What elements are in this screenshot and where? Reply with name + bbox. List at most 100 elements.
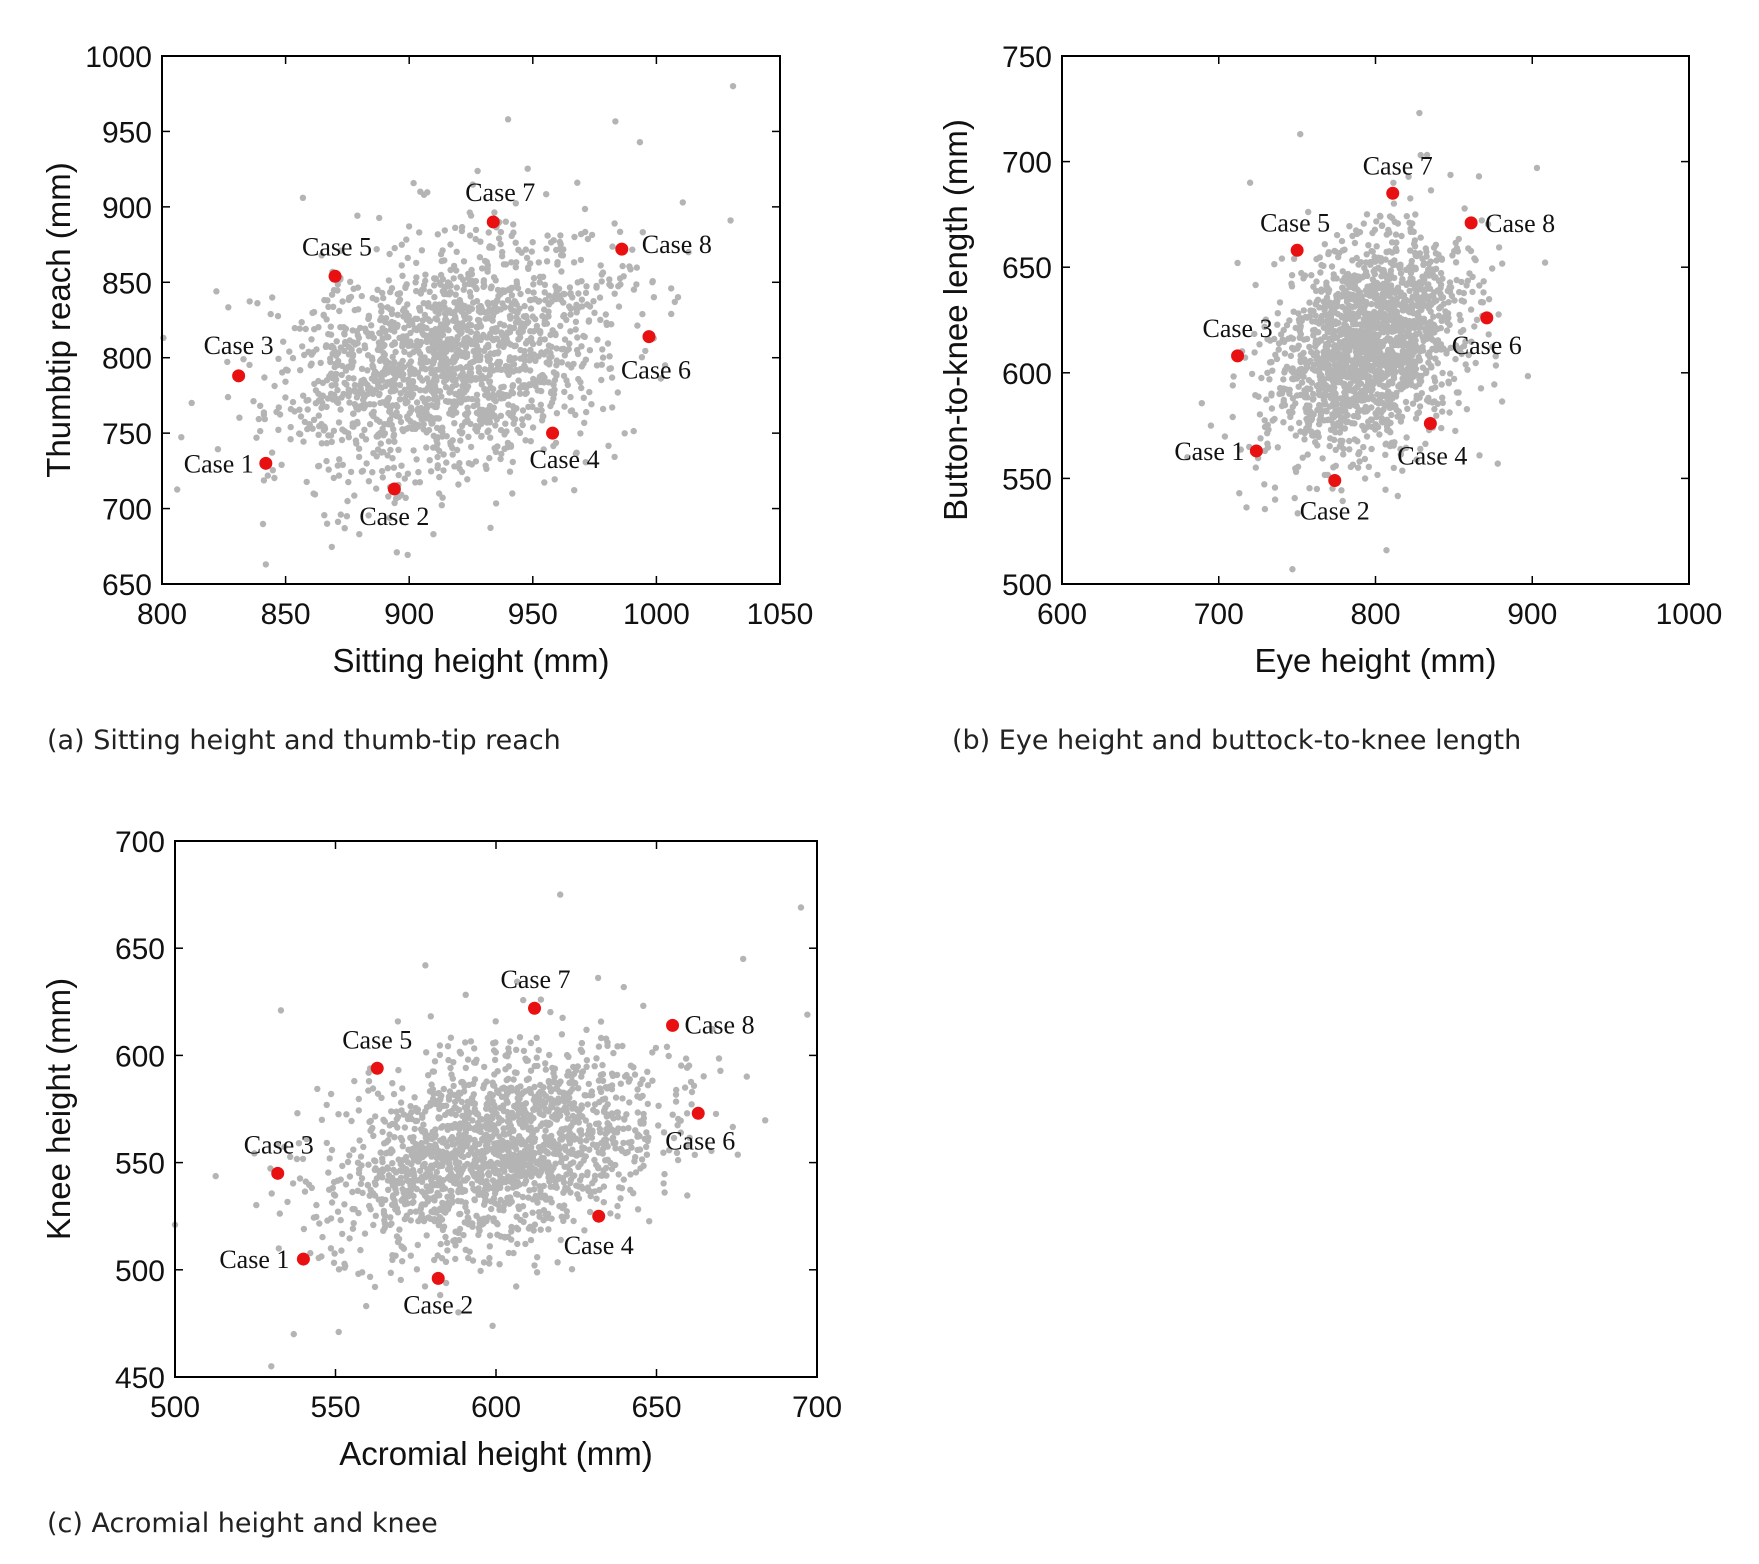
data-point <box>1431 405 1438 413</box>
data-point <box>453 284 460 291</box>
data-point <box>529 313 536 320</box>
data-point <box>1416 279 1424 286</box>
data-point <box>1393 247 1400 254</box>
data-point <box>431 1128 438 1136</box>
data-point <box>472 376 479 383</box>
data-point <box>1347 463 1354 471</box>
data-point <box>320 312 327 319</box>
data-point <box>1390 200 1398 207</box>
data-point <box>507 1038 514 1045</box>
data-point <box>1377 213 1384 220</box>
data-point <box>1286 317 1293 324</box>
data-point <box>508 388 515 395</box>
data-point <box>1354 301 1361 309</box>
data-point <box>398 372 405 379</box>
data-point <box>510 221 517 228</box>
data-point <box>527 346 534 354</box>
data-point <box>297 430 304 438</box>
data-point <box>506 1200 513 1207</box>
data-point <box>1484 221 1492 228</box>
data-point <box>401 475 408 482</box>
data-point <box>542 1060 549 1067</box>
data-point <box>619 262 626 270</box>
data-point <box>1313 278 1320 285</box>
data-point <box>268 449 276 456</box>
case-label: Case 7 <box>465 178 535 207</box>
data-point <box>464 409 472 416</box>
data-point <box>415 347 422 355</box>
data-point <box>513 301 520 308</box>
data-point <box>1427 330 1435 337</box>
data-point <box>323 342 330 349</box>
data-point <box>1257 435 1264 442</box>
data-point <box>1287 413 1294 421</box>
data-point <box>563 347 570 354</box>
data-point <box>423 429 430 436</box>
data-point <box>509 383 516 390</box>
data-point <box>1324 471 1332 479</box>
data-point <box>1401 378 1408 385</box>
data-point <box>517 1083 524 1090</box>
case-label: Case 1 <box>1174 437 1244 466</box>
data-point <box>442 316 449 323</box>
data-point <box>1439 369 1446 377</box>
data-point <box>419 357 426 364</box>
data-point <box>1404 405 1411 412</box>
data-point <box>385 438 393 445</box>
data-point <box>1307 358 1314 365</box>
data-point <box>685 1062 693 1069</box>
data-point <box>668 310 675 318</box>
data-point <box>380 1227 387 1234</box>
data-point <box>440 351 448 359</box>
data-point <box>1369 229 1376 237</box>
data-point <box>615 303 623 310</box>
data-point <box>683 1110 691 1117</box>
data-point <box>1320 353 1327 360</box>
data-point <box>1354 408 1362 416</box>
data-point <box>1438 317 1445 324</box>
data-point <box>548 399 556 406</box>
data-point <box>465 1254 472 1262</box>
data-point <box>551 386 558 393</box>
data-point <box>1423 302 1431 310</box>
data-point <box>447 241 454 248</box>
data-point <box>361 342 368 349</box>
data-point <box>1184 454 1191 461</box>
data-point <box>346 1235 353 1242</box>
data-point <box>469 181 476 188</box>
data-point <box>386 1131 393 1138</box>
data-point <box>665 1052 672 1060</box>
data-point <box>442 311 449 318</box>
data-point <box>318 420 325 428</box>
data-point <box>456 1210 463 1218</box>
data-point <box>568 364 575 371</box>
data-point <box>477 336 484 344</box>
data-point <box>619 1042 626 1050</box>
data-point <box>531 1180 538 1187</box>
data-point <box>1330 436 1338 443</box>
data-point <box>464 476 471 483</box>
data-point <box>1432 355 1439 362</box>
data-point <box>684 1192 691 1199</box>
y-tick-label: 550 <box>1002 463 1052 496</box>
data-point <box>496 1261 503 1268</box>
data-point <box>425 379 433 387</box>
data-point <box>1408 381 1416 389</box>
y-axis-title: Button-to-knee length (mm) <box>937 119 974 521</box>
data-point <box>405 223 413 230</box>
population-points <box>160 82 737 568</box>
data-point <box>345 386 352 393</box>
data-point <box>1425 260 1433 267</box>
data-point <box>389 455 396 462</box>
y-tick-label: 700 <box>1002 147 1052 180</box>
data-point <box>437 1240 444 1248</box>
data-point <box>598 376 605 384</box>
data-point <box>504 1173 512 1180</box>
data-point <box>1446 288 1454 295</box>
data-point <box>1305 376 1313 384</box>
data-point <box>1344 356 1352 363</box>
data-point <box>1326 442 1333 450</box>
data-point <box>1293 375 1301 382</box>
data-point <box>325 303 332 311</box>
data-point <box>1412 252 1419 259</box>
